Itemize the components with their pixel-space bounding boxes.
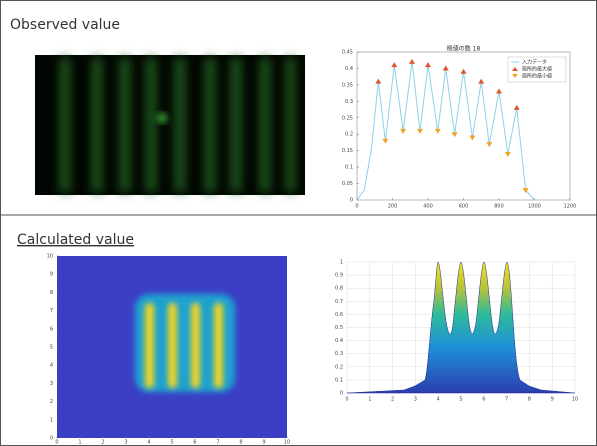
x-tick-label: 5 bbox=[459, 397, 462, 403]
data-line bbox=[356, 61, 535, 201]
y-tick-label: 0.6 bbox=[335, 312, 343, 318]
y-tick-label: 0.2 bbox=[345, 132, 353, 138]
extremum-marker bbox=[451, 132, 458, 138]
extremum-marker bbox=[417, 128, 424, 134]
x-tick-label: 7 bbox=[505, 397, 508, 403]
y-tick-label: 0.25 bbox=[342, 115, 353, 121]
extremum-marker bbox=[469, 135, 476, 141]
x-tick-label: 1 bbox=[368, 397, 371, 403]
legend-swatch bbox=[512, 74, 518, 78]
y-tick-label: 8 bbox=[50, 290, 53, 296]
x-tick-label: 400 bbox=[423, 204, 433, 210]
y-tick-label: 6 bbox=[50, 326, 53, 332]
y-tick-label: 0 bbox=[350, 198, 353, 204]
legend-box bbox=[507, 56, 567, 83]
y-tick-label: 10 bbox=[47, 254, 53, 260]
y-tick-label: 0.15 bbox=[342, 148, 353, 154]
y-tick-label: 0.9 bbox=[335, 273, 343, 279]
y-tick-label: 1 bbox=[50, 417, 53, 423]
legend-label: 入力データ bbox=[522, 59, 547, 66]
x-tick-label: 5 bbox=[170, 440, 173, 446]
observed-photo bbox=[35, 55, 305, 195]
heatmap-image bbox=[57, 256, 287, 438]
x-tick-label: 10 bbox=[572, 397, 578, 403]
y-tick-label: 0.3 bbox=[335, 351, 343, 357]
x-tick-label: 8 bbox=[239, 440, 242, 446]
extremum-marker bbox=[391, 62, 398, 68]
extremum-marker bbox=[442, 65, 449, 71]
extremum-marker bbox=[522, 188, 529, 194]
y-tick-label: 0.45 bbox=[342, 50, 353, 56]
panel-heading: Calculated value bbox=[17, 232, 134, 248]
y-tick-label: 5 bbox=[50, 345, 53, 351]
x-tick-label: 10 bbox=[284, 440, 290, 446]
y-tick-label: 0.4 bbox=[345, 66, 353, 72]
extremum-marker bbox=[513, 104, 520, 110]
x-tick-label: 9 bbox=[551, 397, 554, 403]
y-tick-label: 0.8 bbox=[335, 286, 343, 292]
x-tick-label: 800 bbox=[494, 204, 504, 210]
y-tick-label: 0.05 bbox=[342, 181, 353, 187]
x-tick-label: 3 bbox=[414, 397, 417, 403]
y-tick-label: 0.3 bbox=[345, 99, 353, 105]
legend-label: 局所的最大値 bbox=[522, 66, 552, 73]
y-tick-label: 0.35 bbox=[342, 82, 353, 88]
y-tick-label: 0.1 bbox=[345, 165, 353, 171]
extremum-marker bbox=[425, 62, 431, 68]
x-tick-label: 1000 bbox=[528, 204, 541, 210]
x-tick-label: 600 bbox=[459, 204, 469, 210]
y-tick-label: 9 bbox=[50, 272, 53, 278]
x-tick-label: 6 bbox=[193, 440, 196, 446]
surface-image bbox=[346, 261, 576, 394]
x-tick-label: 200 bbox=[388, 204, 398, 210]
y-tick-label: 3 bbox=[50, 381, 53, 387]
y-tick-label: 0 bbox=[340, 391, 343, 397]
extremum-marker bbox=[375, 78, 382, 84]
x-tick-label: 0 bbox=[55, 440, 58, 446]
x-tick-label: 2 bbox=[391, 397, 394, 403]
extremum-marker bbox=[434, 128, 441, 134]
y-tick-label: 0.7 bbox=[335, 299, 343, 305]
x-tick-label: 4 bbox=[437, 397, 440, 403]
extremum-marker bbox=[409, 58, 416, 64]
y-tick-label: 0.2 bbox=[335, 364, 343, 370]
extremum-marker bbox=[486, 142, 493, 148]
extremum-marker bbox=[496, 88, 502, 94]
y-tick-label: 0 bbox=[50, 436, 53, 442]
legend-swatch bbox=[512, 67, 518, 71]
extremum-marker bbox=[504, 151, 511, 157]
x-tick-label: 3 bbox=[124, 440, 127, 446]
y-tick-label: 7 bbox=[50, 308, 53, 314]
x-tick-label: 0 bbox=[355, 204, 358, 210]
y-tick-label: 4 bbox=[50, 363, 53, 369]
x-tick-label: 9 bbox=[262, 440, 265, 446]
x-tick-label: 1 bbox=[78, 440, 81, 446]
x-tick-label: 6 bbox=[482, 397, 485, 403]
x-tick-label: 0 bbox=[345, 397, 348, 403]
legend-label: 局所的最小値 bbox=[522, 73, 552, 80]
panel-heading: Observed value bbox=[10, 17, 120, 33]
y-tick-label: 0.1 bbox=[335, 377, 343, 383]
extremum-marker bbox=[478, 78, 485, 84]
x-tick-label: 8 bbox=[528, 397, 531, 403]
x-tick-label: 2 bbox=[101, 440, 104, 446]
extremum-marker bbox=[400, 128, 407, 134]
extremum-marker bbox=[382, 138, 389, 144]
y-tick-label: 0.4 bbox=[335, 338, 343, 344]
x-tick-label: 4 bbox=[147, 440, 150, 446]
extremum-marker bbox=[460, 68, 467, 74]
y-tick-label: 1 bbox=[340, 260, 343, 266]
y-tick-label: 2 bbox=[50, 399, 53, 405]
y-tick-label: 0.5 bbox=[335, 325, 343, 331]
chart-title: 極値の数 18 bbox=[447, 45, 481, 53]
x-tick-label: 7 bbox=[216, 440, 219, 446]
x-tick-label: 1200 bbox=[564, 204, 577, 210]
